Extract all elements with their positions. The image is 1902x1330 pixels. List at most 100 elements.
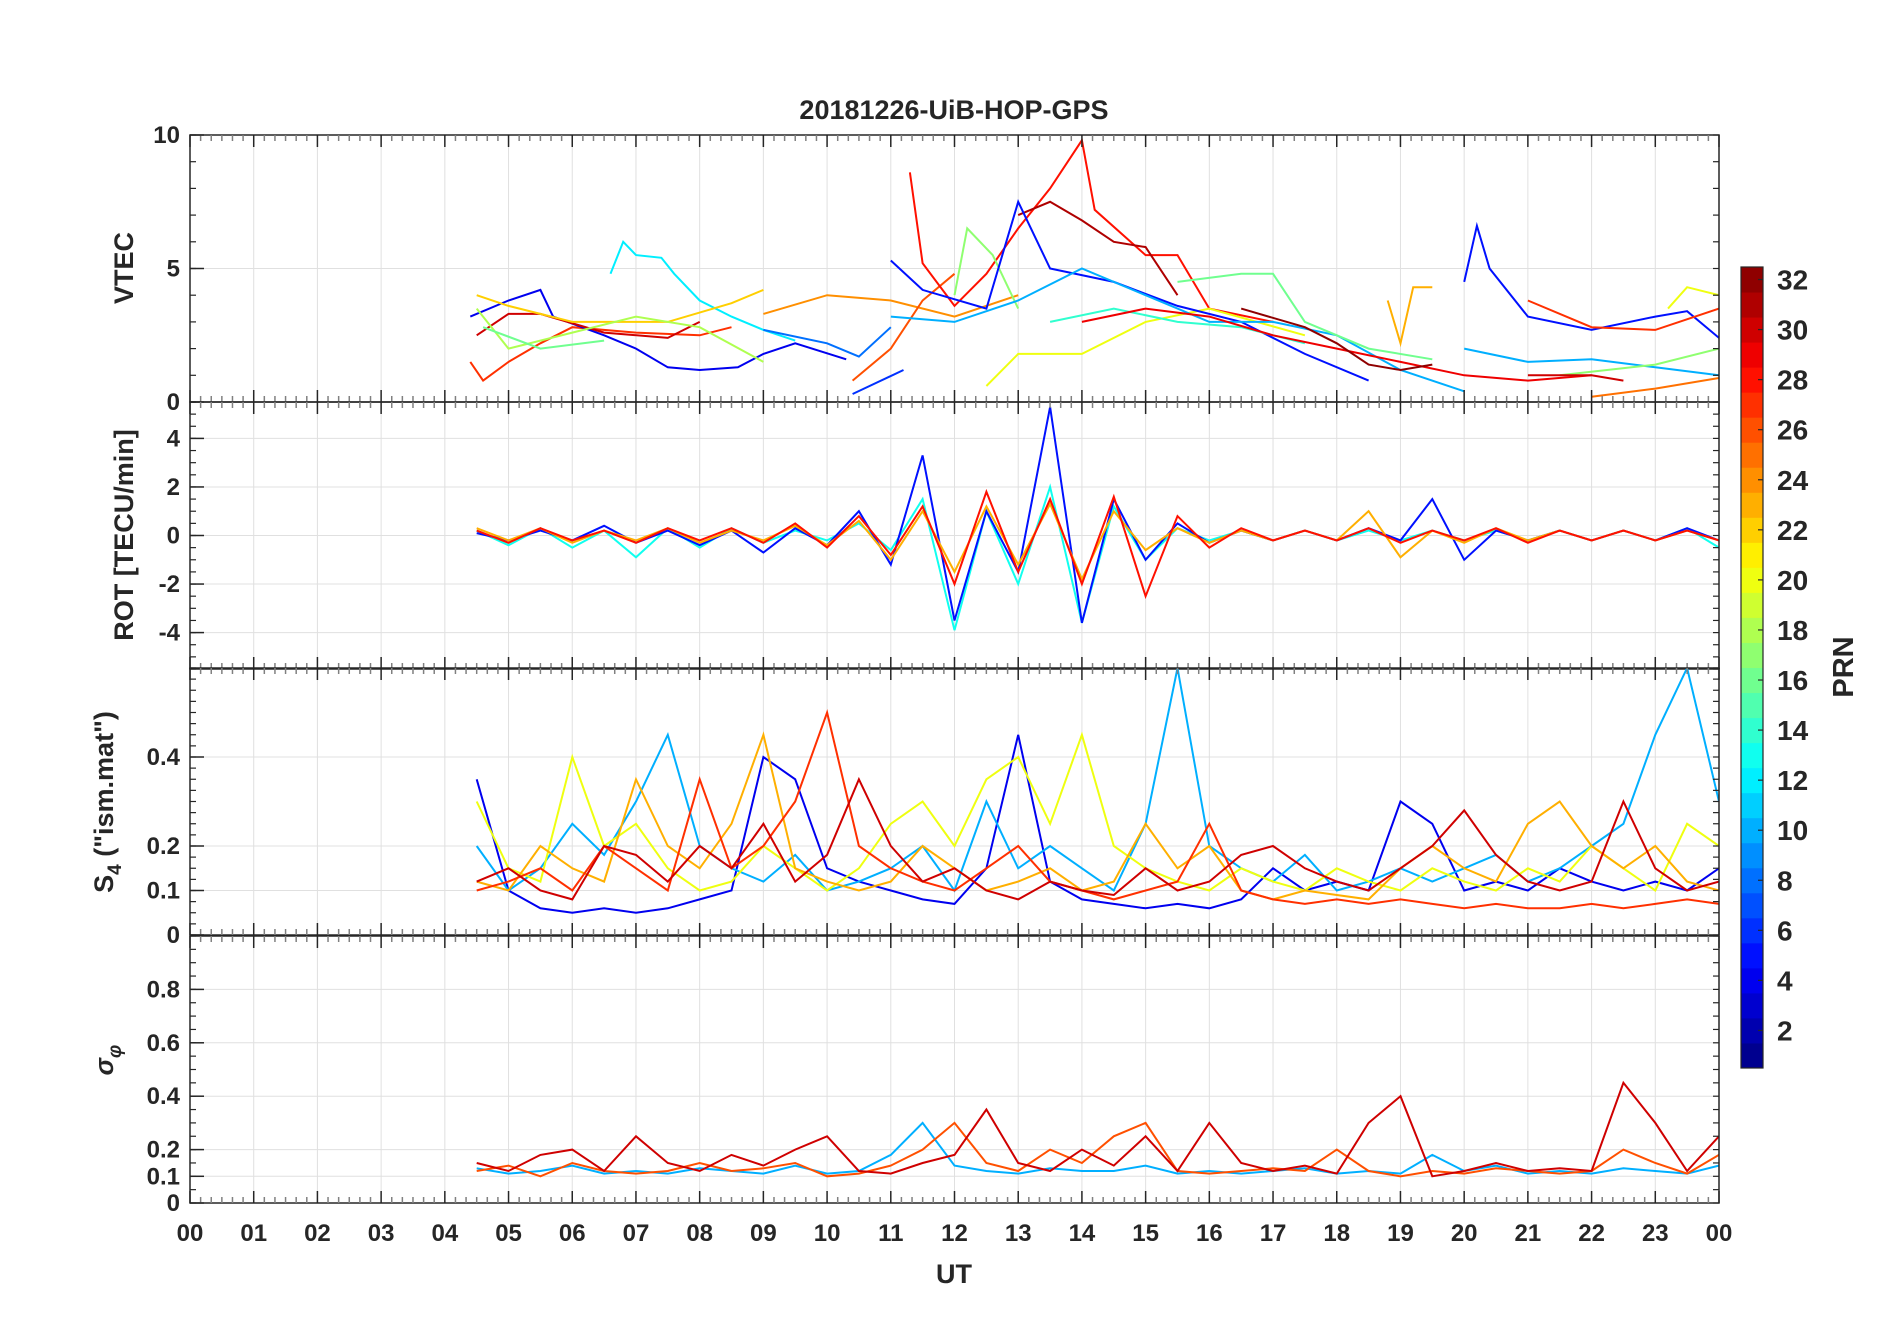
vtec-trace-prn30 — [1527, 374, 1624, 382]
chart-title: 20181226-UiB-HOP-GPS — [799, 95, 1108, 125]
vtec-trace-prn24 — [763, 294, 1019, 318]
s4-trace-prn23 — [476, 731, 1719, 901]
colorbar-swatch-prn18 — [1741, 617, 1763, 643]
s4-y-tick-label: 0.4 — [147, 744, 181, 771]
x-tick-label: 20 — [1451, 1220, 1478, 1247]
x-axis-label: UT — [936, 1259, 972, 1289]
x-tick-label: 17 — [1260, 1220, 1287, 1247]
vtec-trace-prn6 — [852, 369, 904, 395]
vtec-trace-prn18 — [475, 307, 764, 363]
s4-trace-prn10 — [475, 668, 1719, 893]
colorbar-tick-label: 26 — [1777, 415, 1808, 446]
rot-y-tick-label: 4 — [167, 425, 181, 452]
vtec-trace-prn26 — [851, 273, 956, 382]
vtec-trace-prn27 — [1527, 299, 1719, 331]
x-tick-label: 10 — [814, 1220, 841, 1247]
s4-y-label: S4 ("ism.mat") — [89, 711, 126, 893]
sigma_phi-y-tick-label: 0.4 — [147, 1083, 181, 1110]
colorbar-swatch-prn16 — [1741, 667, 1763, 694]
colorbar-swatch-prn11 — [1741, 792, 1763, 819]
colorbar-label: PRN — [1828, 636, 1860, 697]
s4-trace-prn20 — [475, 731, 1719, 892]
sigma_phi-y-tick-label: 0.6 — [147, 1030, 180, 1057]
vtec-trace-prn20 — [1667, 286, 1719, 310]
x-tick-label: 15 — [1132, 1220, 1159, 1247]
colorbar-swatch-prn12 — [1741, 767, 1763, 794]
colorbar-swatch-prn32 — [1741, 267, 1763, 293]
sigma_phi-y-tick-label: 0.2 — [147, 1137, 180, 1164]
rot-trace-prn28 — [476, 488, 1719, 600]
vtec-trace-prn17 — [1559, 347, 1719, 377]
vtec-trace-prn27 — [469, 326, 732, 383]
vtec-trace-prn32 — [1240, 307, 1433, 372]
colorbar-swatch-prn22 — [1741, 517, 1763, 543]
vtec-panel: 0 5 10 — [153, 122, 1720, 416]
rot-y-tick-label: 0 — [167, 523, 180, 550]
vtec-trace-prn8 — [763, 326, 892, 358]
rot-y-tick-label: 2 — [167, 474, 180, 501]
vtec-y-tick-label: 10 — [153, 122, 180, 149]
colorbar-swatch-prn3 — [1741, 992, 1763, 1019]
vtec-trace-prn12 — [609, 239, 796, 342]
s4-y-tick-label: 0 — [167, 922, 180, 949]
vtec-trace-prn16 — [1177, 272, 1433, 361]
colorbar-swatch-prn14 — [1741, 717, 1763, 744]
x-tick-label: 21 — [1515, 1220, 1542, 1247]
colorbar-tick-label: 22 — [1777, 515, 1808, 546]
s4-trace-prn4 — [475, 734, 1719, 914]
colorbar-swatch-prn26 — [1741, 417, 1763, 443]
colorbar-tick-label: 6 — [1777, 915, 1793, 946]
colorbar-tick-label: 16 — [1777, 665, 1808, 696]
x-tick-label: 00 — [177, 1220, 204, 1247]
vtec-trace-prn22 — [476, 288, 764, 323]
colorbar-tick-label: 10 — [1777, 815, 1808, 846]
x-tick-label: 01 — [240, 1220, 267, 1247]
vtec-trace-prn30 — [476, 312, 701, 339]
colorbar-swatch-prn1 — [1741, 1042, 1763, 1069]
x-tick-label: 14 — [1069, 1220, 1096, 1247]
colorbar-swatch-prn24 — [1741, 467, 1763, 493]
rot-trace-prn5 — [476, 406, 1719, 624]
colorbar-swatch-prn4 — [1741, 967, 1763, 994]
colorbar-swatch-prn2 — [1741, 1017, 1763, 1044]
sigma_phi-y-tick-label: 0.1 — [147, 1163, 180, 1190]
rot-y-tick-label: -2 — [159, 571, 180, 598]
vtec-trace-prn14 — [1049, 307, 1306, 345]
x-tick-label: 19 — [1387, 1220, 1414, 1247]
vtec-y-tick-label: 0 — [167, 389, 180, 416]
x-tick-label: 07 — [623, 1220, 650, 1247]
x-tick-label: 03 — [368, 1220, 395, 1247]
s4-series-group — [475, 668, 1719, 914]
x-tick-label: 02 — [304, 1220, 331, 1247]
s4-trace-prn27 — [476, 708, 1719, 910]
rot-y-label: ROT [TECU/min] — [109, 429, 139, 640]
x-tick-label: 06 — [559, 1220, 586, 1247]
colorbar-swatch-prn13 — [1741, 742, 1763, 769]
s4-trace-prn30 — [476, 776, 1719, 901]
x-tick-label: 12 — [941, 1220, 968, 1247]
vtec-series-group — [469, 137, 1719, 398]
sigma_phi-trace-prn30 — [476, 1080, 1719, 1178]
colorbar-tick-label: 30 — [1777, 315, 1808, 346]
colorbar-swatch-prn17 — [1741, 642, 1763, 668]
sigma_phi-trace-prn10 — [476, 1121, 1719, 1175]
rot-y-tick-label: -4 — [159, 620, 181, 647]
colorbar-swatch-prn10 — [1741, 817, 1763, 844]
colorbar-tick-label: 12 — [1777, 765, 1808, 796]
vtec-trace-prn25 — [1591, 377, 1719, 398]
s4-symbol: S — [89, 875, 119, 893]
s4-subscript: 4 — [105, 864, 126, 875]
vtec-trace-prn17 — [953, 226, 1020, 310]
vtec-trace-prn29 — [1081, 307, 1592, 382]
colorbar-swatch-prn25 — [1741, 442, 1763, 468]
x-tick-label: 04 — [431, 1220, 458, 1247]
x-tick-label: 22 — [1578, 1220, 1605, 1247]
vtec-trace-prn5 — [1463, 221, 1719, 339]
colorbar-tick-label: 8 — [1777, 865, 1793, 896]
colorbar-tick-label: 2 — [1777, 1015, 1793, 1046]
colorbar-swatch-prn5 — [1741, 942, 1763, 969]
colorbar-tick-label: 4 — [1777, 965, 1793, 996]
colorbar-swatch-prn15 — [1741, 692, 1763, 719]
